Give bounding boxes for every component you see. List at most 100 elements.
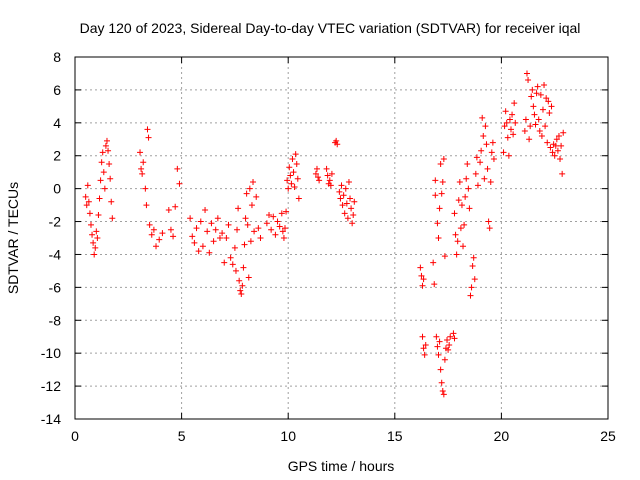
data-point [458, 202, 465, 209]
data-point [102, 142, 109, 149]
data-point [240, 264, 247, 271]
data-point [279, 228, 286, 235]
data-point [348, 205, 355, 212]
data-point [526, 136, 533, 143]
data-point [223, 235, 230, 241]
data-point [167, 226, 174, 233]
data-point [529, 86, 536, 93]
data-point [326, 177, 333, 184]
data-point [257, 235, 264, 241]
x-tick-label: 20 [494, 428, 510, 444]
y-tick-label: 2 [53, 148, 61, 164]
data-point [272, 231, 279, 238]
data-point [440, 156, 447, 163]
data-point [89, 231, 96, 238]
data-point [96, 195, 103, 202]
data-point [315, 174, 322, 181]
data-point [232, 267, 239, 274]
y-tick-label: -8 [49, 312, 62, 328]
data-point [510, 131, 517, 138]
data-point [451, 335, 458, 342]
data-point [538, 132, 545, 139]
data-point [435, 351, 442, 358]
data-point [447, 333, 454, 340]
data-point [552, 142, 559, 149]
y-tick-label: -14 [41, 411, 61, 427]
data-point [105, 147, 112, 154]
data-point [437, 366, 444, 373]
data-point [527, 123, 534, 130]
y-tick-label: -6 [49, 279, 62, 295]
data-point [484, 165, 491, 172]
data-point [502, 108, 509, 115]
data-point [420, 276, 427, 283]
data-point [436, 205, 443, 212]
data-point [153, 243, 160, 250]
data-point [488, 149, 495, 156]
data-point [313, 165, 320, 172]
data-point [546, 109, 553, 116]
data-points [82, 70, 567, 398]
data-point [235, 205, 242, 212]
data-point [100, 169, 107, 176]
data-point [146, 221, 153, 228]
data-point [549, 149, 556, 156]
data-point [229, 261, 236, 268]
data-point [533, 90, 540, 97]
y-tick-label: 8 [53, 49, 61, 65]
y-tick-label: 0 [53, 181, 61, 197]
data-point [501, 123, 508, 130]
data-point [347, 195, 354, 202]
data-point [351, 198, 358, 205]
data-point [333, 137, 340, 144]
data-point [291, 183, 298, 190]
data-point [547, 144, 554, 151]
data-point [293, 160, 300, 167]
data-point [270, 213, 277, 220]
data-point [248, 202, 255, 209]
data-point [142, 185, 149, 192]
data-point [187, 215, 194, 222]
data-point [268, 226, 275, 233]
data-point [245, 274, 252, 281]
data-point [421, 351, 428, 358]
y-tick-label: 4 [53, 115, 61, 131]
data-point [473, 154, 480, 161]
x-tick-label: 15 [387, 428, 403, 444]
data-point [87, 221, 94, 228]
data-point [345, 179, 352, 186]
y-tick-label: -10 [41, 345, 61, 361]
data-point [343, 200, 350, 207]
data-point [286, 164, 293, 171]
data-point [441, 356, 448, 363]
data-point [238, 290, 245, 297]
data-point [490, 156, 497, 163]
data-point [512, 119, 519, 126]
data-point [432, 192, 439, 199]
data-point [430, 259, 437, 266]
data-point [420, 345, 427, 352]
data-point [246, 185, 253, 192]
data-point [438, 379, 445, 386]
data-point [148, 231, 155, 238]
chart-title: Day 120 of 2023, Sidereal Day-to-day VTE… [80, 20, 581, 36]
data-point [170, 233, 177, 240]
data-point [434, 343, 441, 350]
data-point [541, 81, 548, 88]
data-point [221, 259, 228, 266]
data-point [159, 230, 166, 237]
data-point [470, 254, 477, 261]
data-point [472, 170, 479, 177]
data-point [341, 210, 348, 217]
data-point [278, 210, 285, 217]
data-point [506, 116, 513, 123]
data-point [174, 165, 181, 172]
grid [75, 57, 608, 419]
data-point [225, 221, 232, 228]
data-point [97, 177, 104, 184]
data-point [231, 244, 238, 251]
y-axis-label: SDTVAR / TECUs [5, 182, 21, 294]
data-point [525, 77, 532, 84]
data-point [444, 337, 451, 344]
data-point [106, 160, 113, 167]
